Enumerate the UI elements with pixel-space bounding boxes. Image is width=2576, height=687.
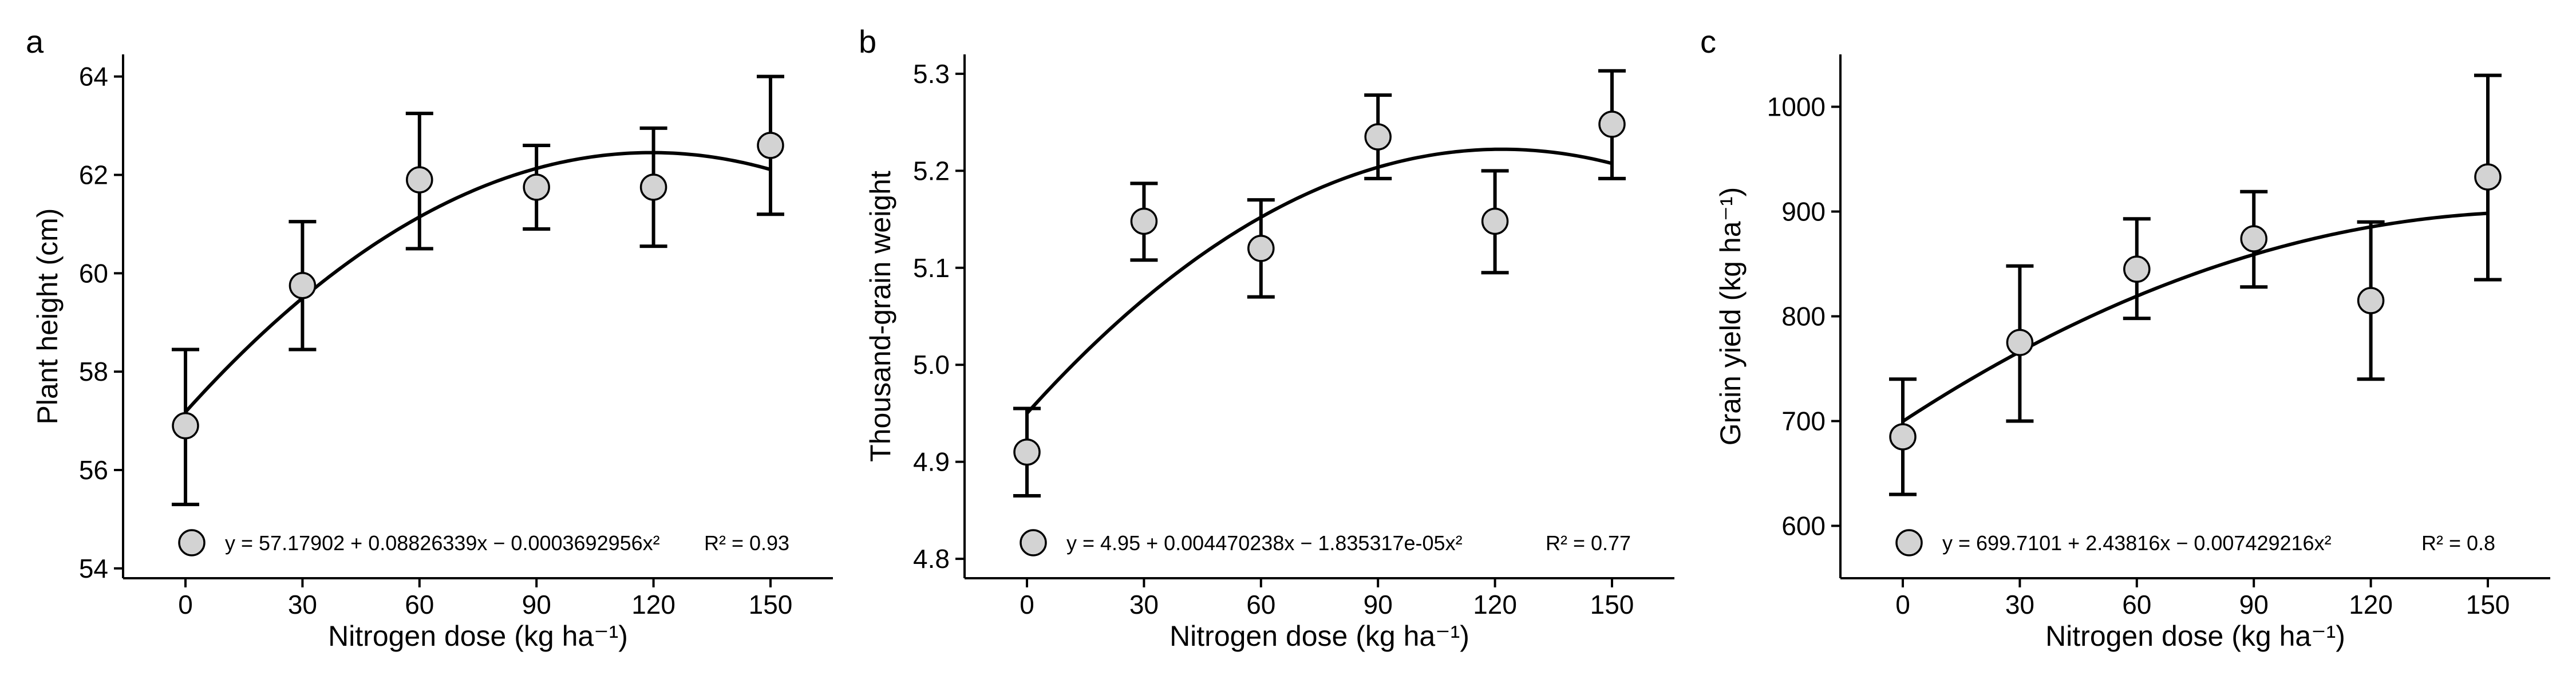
y-axis-title: Thousand-grain weight [864,171,896,462]
legend-marker [1020,529,1047,556]
y-tick-label: 58 [79,357,108,386]
fit-curve [1025,147,1613,414]
y-tick-label: 1000 [1767,92,1826,122]
data-point [2357,287,2385,314]
data-point [2006,329,2034,356]
r-squared: R² = 0.77 [1546,531,1631,555]
legend-marker [178,529,206,556]
x-tick-label: 90 [2239,590,2269,619]
x-tick-label: 60 [2122,590,2151,619]
x-tick-label: 120 [2349,590,2393,619]
x-tick-label: 90 [1364,590,1393,619]
fit-equation: y = 4.95 + 0.004470238x − 1.835317e-05x² [1066,531,1463,555]
x-axis-title: Nitrogen dose (kg ha⁻¹) [2045,620,2345,652]
x-tick-label: 150 [749,590,793,619]
y-axis-title: Plant height (cm) [31,208,64,425]
x-tick-label: 60 [405,590,434,619]
x-tick-label: 90 [522,590,551,619]
y-tick-label: 5.1 [913,253,950,283]
data-point [2240,225,2267,252]
data-point [639,173,667,201]
panel-letter: c [1700,23,1716,60]
x-tick-label: 0 [1895,590,1910,619]
data-point [1364,123,1392,151]
y-tick-label: 5.2 [913,156,950,185]
data-point [406,166,433,194]
y-tick-label: 64 [79,62,108,92]
fit-curve [1902,211,2488,423]
chart-panel-b: b 0 30 60 90 120 150 4.8 4.9 5.0 5.1 5.2 5.3 Nitrogen… [859,23,1674,652]
data-point [1247,235,1275,262]
y-tick-label: 4.9 [913,447,950,477]
data-point [1889,423,1917,451]
y-tick-label: 56 [79,455,108,485]
panel-letter: a [26,23,44,60]
data-point [2474,163,2502,191]
y-tick-label: 600 [1781,511,1826,541]
legend-marker [1895,529,1923,556]
x-tick-label: 30 [1129,590,1159,619]
data-point [1013,438,1041,466]
y-tick-label: 800 [1781,302,1826,331]
y-axis-title: Grain yield (kg ha⁻¹) [1714,187,1747,446]
y-tick-label: 5.3 [913,59,950,89]
x-axis-title: Nitrogen dose (kg ha⁻¹) [328,620,628,652]
chart-panel-a: a 0 30 60 90 120 150 54 56 58 60 62 64 Nitrogen dose … [26,23,833,652]
r-squared: R² = 0.93 [704,531,789,555]
y-tick-label: 60 [79,258,108,288]
y-tick-label: 4.8 [913,544,950,574]
data-point [1598,110,1626,138]
y-tick-label: 62 [79,160,108,189]
x-tick-label: 120 [631,590,675,619]
data-point [1130,207,1158,235]
x-tick-label: 30 [288,590,317,619]
data-point [2123,255,2151,283]
y-tick-label: 900 [1781,197,1826,227]
data-point [1481,207,1509,235]
data-point [289,272,317,299]
y-tick-label: 54 [79,554,108,583]
data-point [172,412,199,440]
r-squared: R² = 0.8 [2421,531,2495,555]
chart-panel-c: c 0 30 60 90 120 150 600 700 800 900 1000 Nitrogen d… [1700,23,2550,652]
panel-letter: b [859,23,876,60]
x-tick-label: 0 [178,590,193,619]
y-tick-label: 700 [1781,406,1826,436]
fit-equation: y = 57.17902 + 0.08826339x − 0.000369295… [225,531,660,555]
x-tick-label: 30 [2005,590,2034,619]
y-tick-label: 5.0 [913,350,950,380]
data-point [757,132,784,159]
x-tick-label: 150 [1590,590,1634,619]
x-axis-title: Nitrogen dose (kg ha⁻¹) [1170,620,1469,652]
x-tick-label: 60 [1246,590,1275,619]
fit-equation: y = 699.7101 + 2.43816x − 0.007429216x² [1942,531,2332,555]
x-tick-label: 150 [2466,590,2510,619]
x-tick-label: 0 [1020,590,1034,619]
data-point [523,173,550,201]
fit-curve [184,151,771,413]
x-tick-label: 120 [1473,590,1517,619]
